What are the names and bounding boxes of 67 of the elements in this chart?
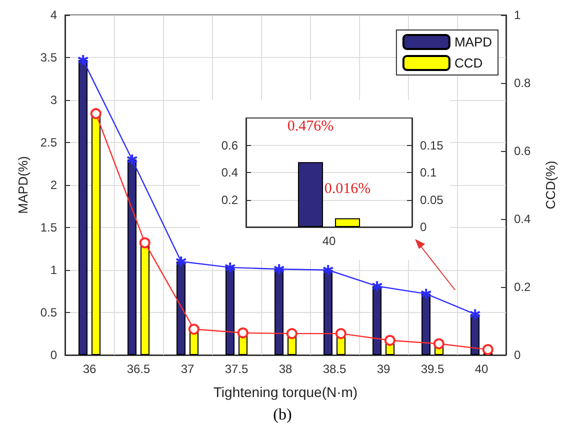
y2-tick-label: 0 (420, 220, 427, 234)
y-tick-label: 1 (50, 263, 58, 277)
x-tick-label: 36.5 (126, 362, 150, 376)
point (188, 324, 200, 335)
x-tick-label: 39.5 (420, 362, 444, 376)
y2-tick-label: 0 (514, 348, 521, 362)
point (78, 55, 88, 66)
y-tick-label: 2.5 (40, 136, 58, 150)
x-tick-label: 36 (82, 362, 96, 376)
y-tick-label: 0.2 (221, 192, 238, 207)
bar (226, 267, 234, 355)
y-axis-title: MAPD(%) (15, 156, 30, 214)
y-tick-label: 3 (50, 93, 58, 107)
point (470, 309, 480, 320)
legend-label: MAPD (454, 34, 492, 50)
bar (128, 160, 136, 355)
y-tick-label: 4 (50, 8, 58, 22)
x-tick-label: 37 (180, 362, 194, 376)
point (421, 288, 432, 299)
y2-tick-label: 0.05 (420, 192, 444, 207)
x-tick-label: 40 (474, 362, 488, 376)
y-tick-label: 0 (50, 348, 58, 362)
point (127, 154, 138, 164)
text: (b) (273, 406, 292, 424)
point (482, 344, 494, 356)
point (372, 281, 382, 292)
y2-tick-label: 0.15 (420, 138, 444, 152)
y-tick-label: 0.5 (40, 306, 58, 320)
y-tick-label: 0.4 (221, 166, 238, 180)
point (139, 237, 150, 248)
point (90, 108, 102, 120)
y2-tick-label: 0.1 (420, 166, 438, 180)
y2-tick-label: 0.6 (514, 144, 532, 158)
point (433, 338, 444, 350)
point (274, 264, 284, 274)
y2-tick-label: 1 (514, 8, 521, 22)
data-label: 0.016% (324, 180, 371, 197)
y2-tick-label: 0.2 (514, 280, 532, 294)
bar (324, 270, 332, 355)
x-tick-label: 39 (376, 362, 390, 376)
bar (78, 60, 88, 355)
y2-tick-label: 0.8 (514, 76, 532, 90)
point (323, 265, 334, 275)
bar (176, 262, 186, 355)
y-tick-label: 1.5 (40, 220, 58, 234)
y2-tick-label: 0.4 (514, 212, 532, 226)
x-tick-label: 40 (322, 234, 336, 248)
point (384, 334, 396, 346)
point (335, 328, 346, 340)
data-label: 0.476% (287, 118, 334, 135)
bar (470, 314, 480, 355)
legend-label: CCD (454, 56, 483, 70)
y-tick-label: 2 (50, 178, 58, 192)
point (225, 262, 236, 272)
point (237, 327, 248, 338)
x-axis-title: Tightening torque(N·m) (213, 384, 358, 400)
x-tick-label: 37.5 (224, 362, 248, 376)
bar (372, 286, 382, 355)
bar (422, 294, 430, 355)
y-tick-label: 3.5 (40, 50, 58, 64)
x-tick-label: 38.5 (322, 362, 346, 376)
y-tick-label: 0.6 (221, 138, 238, 152)
bar (274, 269, 284, 355)
point (176, 256, 186, 266)
point (286, 328, 298, 340)
x-tick-label: 38 (278, 362, 292, 376)
y2-axis-title: CCD(%) (543, 160, 558, 210)
